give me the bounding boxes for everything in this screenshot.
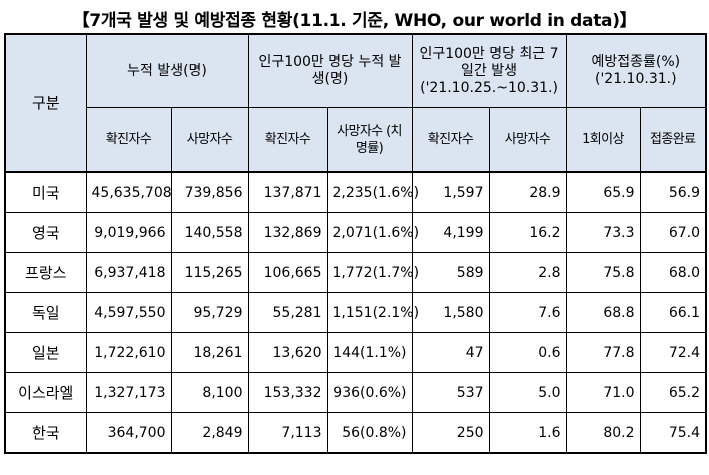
table-title: 【7개국 발생 및 예방접종 현황(11.1. 기준, WHO, our wor… xyxy=(72,11,637,31)
value-cell: 1,151(2.1%) xyxy=(326,292,419,333)
value-cell: 45,635,708 xyxy=(85,171,172,213)
value-cell: 153,332 xyxy=(247,372,328,413)
value-cell: 1,772(1.7%) xyxy=(326,252,419,293)
value-cell: 0.6 xyxy=(488,332,567,373)
value-cell: 106,665 xyxy=(247,252,328,293)
table-row: 독일 4,597,550 95,729 55,281 1,151(2.1%) 1,580 7… xyxy=(4,292,707,333)
value-cell: 364,700 xyxy=(85,412,172,454)
value-cell: 5.0 xyxy=(488,372,567,413)
value-cell: 4,597,550 xyxy=(85,292,172,333)
value-cell: 75.4 xyxy=(639,412,707,454)
value-cell: 2,849 xyxy=(170,412,249,454)
value-cell: 137,871 xyxy=(247,171,328,213)
value-cell: 8,100 xyxy=(170,372,249,413)
value-cell: 47 xyxy=(411,332,490,373)
table-row: 미국 45,635,708 739,856 137,871 2,235(1.6%) 1,5… xyxy=(4,171,707,213)
value-cell: 250 xyxy=(411,412,490,454)
value-cell: 77.8 xyxy=(565,332,641,373)
value-cell: 71.0 xyxy=(565,372,641,413)
value-cell: 1,722,610 xyxy=(85,332,172,373)
value-cell: 56(0.8%) xyxy=(326,412,413,454)
country-cell: 영국 xyxy=(4,212,87,253)
value-cell: 28.9 xyxy=(488,171,567,213)
subheader-cell: 확진자수 xyxy=(247,107,328,173)
subheader-cell: 사망자수 xyxy=(170,107,249,173)
country-cell: 프랑스 xyxy=(4,252,87,293)
country-cell: 미국 xyxy=(4,171,87,213)
value-cell: 1,597 xyxy=(411,171,490,213)
value-cell: 68.0 xyxy=(639,252,707,293)
value-cell: 66.1 xyxy=(639,292,707,333)
value-cell: 65.2 xyxy=(639,372,707,413)
header-vaccination: 예방접종률(%) ('21.10.31.) xyxy=(565,33,707,108)
value-cell: 144(1.1%) xyxy=(326,332,413,373)
table-row: 프랑스 6,937,418 115,265 106,665 1,772(1.7%) 589… xyxy=(4,252,707,293)
value-cell: 13,620 xyxy=(247,332,328,373)
country-cell: 이스라엘 xyxy=(4,372,87,413)
value-cell: 95,729 xyxy=(170,292,249,333)
table-row: 한국 364,700 2,849 7,113 56(0.8%) 250 1.6 80.2 75.… xyxy=(4,412,707,454)
value-cell: 1,327,173 xyxy=(85,372,172,413)
value-cell: 2.8 xyxy=(488,252,567,293)
value-cell: 80.2 xyxy=(565,412,641,454)
value-cell: 739,856 xyxy=(170,171,249,213)
value-cell: 132,869 xyxy=(247,212,328,253)
subheader-cell: 확진자수 xyxy=(411,107,490,173)
table-row: 영국 9,019,966 140,558 132,869 2,071(1.6%) 4,19… xyxy=(4,212,707,253)
value-cell: 537 xyxy=(411,372,490,413)
value-cell: 7.6 xyxy=(488,292,567,333)
value-cell: 7,113 xyxy=(247,412,328,454)
value-cell: 936(0.6%) xyxy=(326,372,413,413)
value-cell: 4,199 xyxy=(411,212,490,253)
country-cell: 한국 xyxy=(4,412,87,454)
value-cell: 72.4 xyxy=(639,332,707,373)
subheader-cell: 확진자수 xyxy=(85,107,172,173)
table-row: 이스라엘 1,327,173 8,100 153,332 936(0.6%) 537 5.0… xyxy=(4,372,707,413)
value-cell: 9,019,966 xyxy=(85,212,172,253)
header-per-million: 인구100만 명당 누적 발생(명) xyxy=(247,33,413,108)
value-cell: 589 xyxy=(411,252,490,293)
value-cell: 18,261 xyxy=(170,332,249,373)
value-cell: 1.6 xyxy=(488,412,567,454)
value-cell: 2,235(1.6%) xyxy=(326,171,419,213)
subheader-cell: 사망자수 xyxy=(488,107,567,173)
subheader-cell: 접종완료 xyxy=(639,107,707,173)
value-cell: 6,937,418 xyxy=(85,252,172,293)
value-cell: 73.3 xyxy=(565,212,641,253)
value-cell: 140,558 xyxy=(170,212,249,253)
value-cell: 56.9 xyxy=(639,171,707,213)
value-cell: 55,281 xyxy=(247,292,328,333)
covid-status-table: 구분 누적 발생(명) 인구100만 명당 누적 발생(명) 인구100만 명당… xyxy=(4,33,708,454)
subheader-cell: 사망자수 (치명률) xyxy=(326,107,413,173)
value-cell: 115,265 xyxy=(170,252,249,293)
value-cell: 2,071(1.6%) xyxy=(326,212,419,253)
value-cell: 68.8 xyxy=(565,292,641,333)
value-cell: 75.8 xyxy=(565,252,641,293)
subheader-cell: 1회이상 xyxy=(565,107,641,173)
table-body: 미국 45,635,708 739,856 137,871 2,235(1.6%) 1,5… xyxy=(4,171,707,454)
country-cell: 일본 xyxy=(4,332,87,373)
header-cumulative: 누적 발생(명) xyxy=(85,33,249,108)
value-cell: 65.9 xyxy=(565,171,641,213)
value-cell: 16.2 xyxy=(488,212,567,253)
value-cell: 67.0 xyxy=(639,212,707,253)
header-gubun: 구분 xyxy=(4,33,87,173)
country-cell: 독일 xyxy=(4,292,87,333)
table-row: 일본 1,722,610 18,261 13,620 144(1.1%) 47 0.6 77.… xyxy=(4,332,707,373)
value-cell: 1,580 xyxy=(411,292,490,333)
header-recent-7days: 인구100만 명당 최근 7일간 발생 ('21.10.25.~10.31.) xyxy=(411,33,567,108)
